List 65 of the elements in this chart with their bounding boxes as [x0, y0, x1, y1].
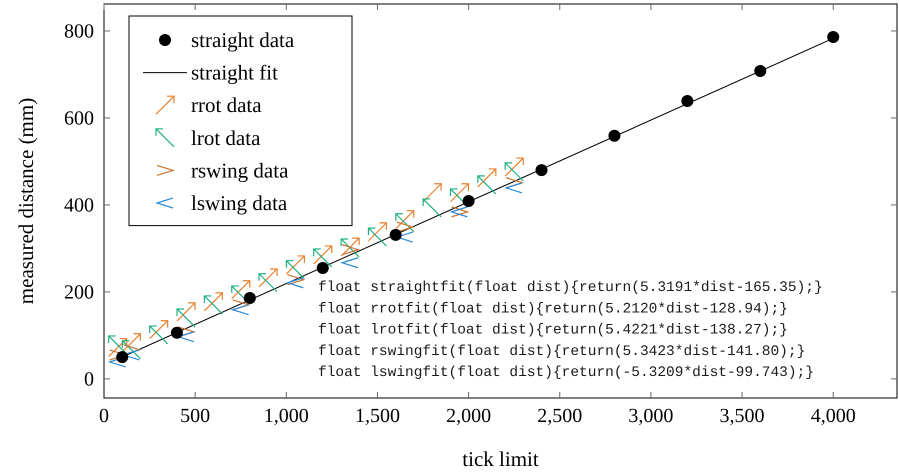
- x-tick-label: 2,500: [537, 405, 582, 428]
- point: [316, 262, 329, 274]
- point: [313, 248, 332, 268]
- annotation: float rrotfit(float dist){return(5.2120*dist-128.94);}: [318, 301, 788, 318]
- point: [536, 164, 548, 176]
- point: [477, 175, 496, 195]
- x-tick-label: 1,000: [264, 405, 309, 428]
- point: [462, 195, 475, 207]
- legend-label: lrot data: [191, 126, 262, 150]
- legend-label: rswing data: [191, 158, 290, 182]
- point: [204, 295, 223, 315]
- point: [422, 198, 442, 218]
- y-tick-label: 200: [64, 281, 94, 304]
- x-tick-label: 500: [180, 405, 210, 428]
- point: [368, 227, 388, 247]
- legend-label: rrot data: [191, 93, 262, 118]
- point: [390, 228, 402, 241]
- legend-label: lswing data: [191, 191, 288, 215]
- point: [176, 308, 196, 328]
- point: [149, 325, 168, 345]
- x-tick-label: 0: [99, 405, 109, 428]
- point: [395, 213, 414, 232]
- point: [450, 183, 470, 202]
- annotation: float lswingfit(float dist){return(-5.3209*dist-99.743);}: [318, 365, 814, 382]
- x-tick-label: 3,000: [628, 405, 674, 428]
- point: [395, 210, 414, 230]
- legend-label: straight fit: [191, 60, 278, 85]
- annotation: float rswingfit(float dist){return(5.3423*dist-141.80);}: [318, 344, 806, 360]
- annotation: float straightfit(float dist){return(5.3191*dist-165.35);}: [318, 280, 823, 296]
- y-tick-label: 600: [64, 107, 94, 130]
- point: [504, 157, 524, 177]
- x-axis-title: tick limit: [462, 447, 539, 471]
- y-tick-label: 800: [64, 20, 94, 42]
- point: [122, 340, 141, 360]
- point: [754, 64, 766, 77]
- x-tick-label: 4,000: [810, 405, 856, 428]
- point: [477, 168, 496, 188]
- annotation: float lrotfit(float dist){return(5.4221*dist-138.27);}: [318, 322, 788, 339]
- point: [116, 351, 128, 364]
- y-axis-title: measured distance (mm): [14, 98, 38, 304]
- point: [286, 260, 306, 280]
- point: [149, 320, 168, 340]
- point: [422, 183, 442, 202]
- x-tick-label: 1,500: [354, 405, 400, 428]
- point: [244, 292, 256, 304]
- point: [286, 255, 306, 275]
- point: [231, 280, 250, 300]
- point: [176, 302, 196, 322]
- x-tick-label: 2,000: [446, 405, 492, 428]
- point: [681, 94, 694, 107]
- point: [258, 268, 278, 288]
- point: [504, 162, 524, 182]
- x-tick-label: 3,500: [720, 405, 765, 428]
- point: [313, 245, 332, 265]
- point: [204, 292, 223, 312]
- point: [122, 333, 141, 352]
- point: [368, 222, 388, 242]
- y-tick-label: 400: [64, 194, 94, 216]
- y-tick-label: 0: [84, 368, 94, 390]
- point: [231, 285, 250, 305]
- point: [608, 130, 620, 142]
- point: [170, 326, 183, 339]
- point: [258, 273, 278, 292]
- point: [827, 31, 840, 44]
- legend-label: straight data: [191, 28, 295, 52]
